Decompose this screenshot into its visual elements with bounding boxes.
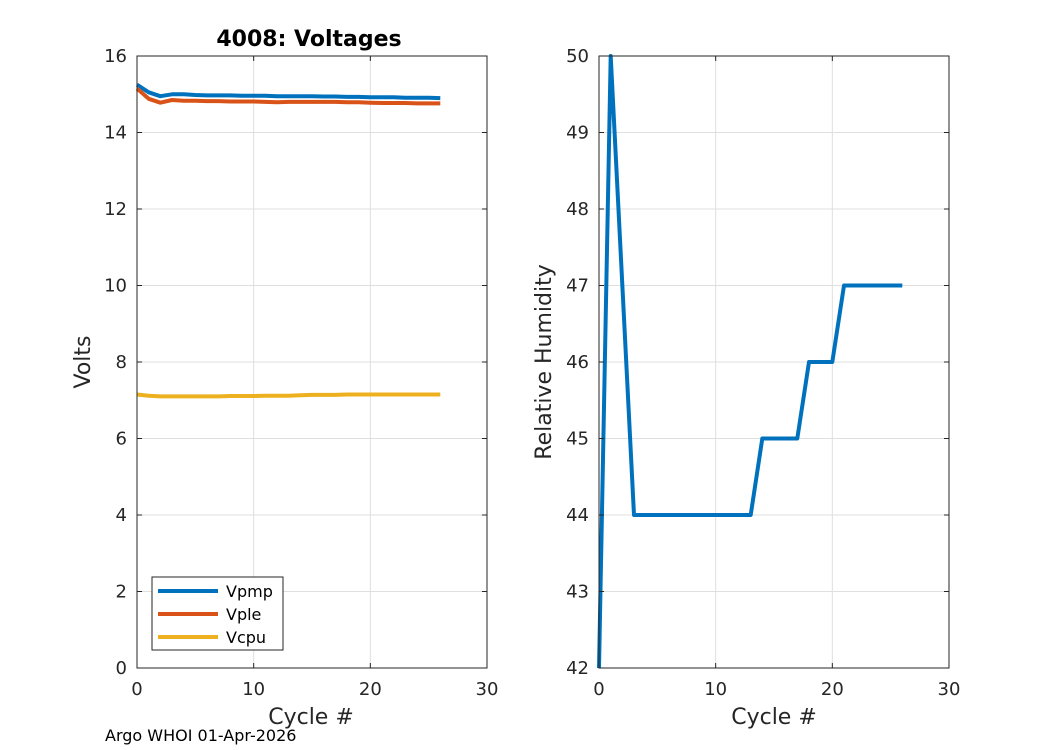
y-tick-label: 12: [104, 199, 127, 220]
y-tick-label: 50: [566, 46, 589, 67]
y-tick-label: 16: [104, 46, 127, 67]
y-tick-label: 46: [566, 352, 589, 373]
y-axis-label: Relative Humidity: [532, 264, 557, 459]
y-tick-label: 47: [566, 276, 589, 297]
x-tick-label: 30: [476, 679, 499, 700]
y-tick-label: 45: [566, 429, 589, 450]
series-line-rh: [597, 54, 903, 669]
series-line-vpmp: [135, 83, 441, 101]
y-tick-label: 44: [566, 505, 589, 526]
x-tick-label: 20: [821, 679, 844, 700]
y-tick-label: 8: [116, 352, 127, 373]
voltages-plot: 0 10 20 30 0 2 4 6 8 10 12 14 16 4008: Voltages Cycl…: [71, 27, 498, 730]
legend-label-vcpu: Vcpu: [226, 628, 266, 647]
y-tick-label: 10: [104, 276, 127, 297]
x-tick-label: 0: [593, 679, 604, 700]
y-tick-label: 4: [116, 505, 127, 526]
footer-credit: Argo WHOI 01-Apr-2026: [105, 726, 296, 745]
y-tick-label: 43: [566, 582, 589, 603]
x-tick-label: 10: [704, 679, 727, 700]
y-tick-label: 42: [566, 658, 589, 679]
y-tick-label: 49: [566, 123, 589, 144]
series-layer: [597, 54, 903, 669]
x-tick-label: 20: [359, 679, 382, 700]
chart-title: 4008: Voltages: [216, 27, 401, 52]
x-tick-label: 0: [131, 679, 142, 700]
y-tick-label: 0: [116, 658, 127, 679]
series-layer: [135, 83, 441, 399]
x-tick-label: 30: [938, 679, 961, 700]
x-axis-label: Cycle #: [268, 705, 354, 730]
y-axis-label: Volts: [71, 335, 96, 388]
y-tick-label: 14: [104, 123, 127, 144]
series-line-vcpu: [136, 392, 441, 399]
legend-label-vple: Vple: [226, 605, 261, 624]
humidity-plot: 0 10 20 30 42 43 44 45 46 47 48 49 50 Cycle # Relati…: [532, 46, 960, 730]
y-tick-label: 6: [116, 429, 127, 450]
y-tick-label: 2: [116, 582, 127, 603]
legend: Vpmp Vple Vcpu: [151, 576, 284, 651]
series-line-vple: [135, 86, 441, 106]
y-tick-label: 48: [566, 199, 589, 220]
x-tick-label: 10: [242, 679, 265, 700]
tick-layer: 0 10 20 30 42 43 44 45 46 47 48 49 50: [566, 46, 960, 700]
x-axis-label: Cycle #: [731, 705, 817, 730]
legend-label-vpmp: Vpmp: [226, 582, 273, 601]
tick-layer: 0 10 20 30 0 2 4 6 8 10 12 14 16: [104, 46, 498, 700]
grid: [136, 55, 488, 669]
